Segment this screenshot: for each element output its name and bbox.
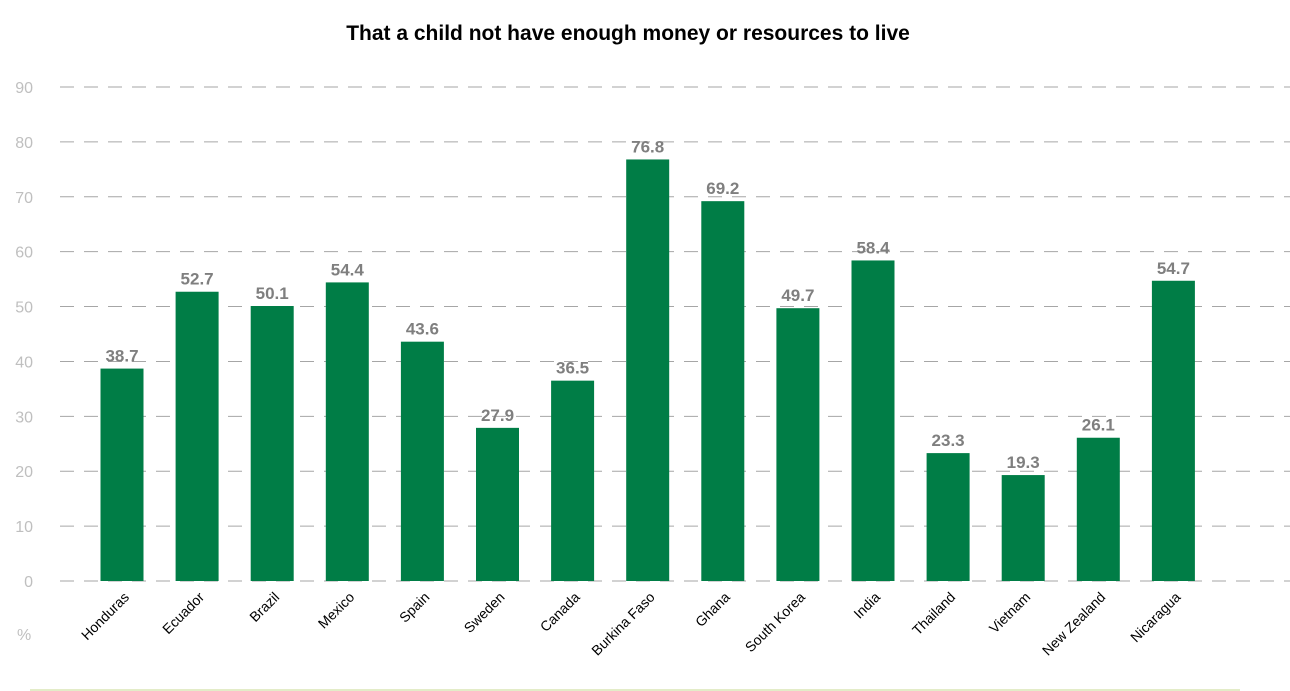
bar: [551, 380, 595, 581]
x-tick-label: New Zealand: [1039, 589, 1109, 659]
data-label: 54.7: [1157, 259, 1190, 278]
y-tick-label: 60: [15, 245, 33, 262]
bar: [926, 453, 970, 581]
y-tick-label: 20: [15, 464, 33, 481]
bar: [1151, 280, 1195, 581]
data-label: 27.9: [481, 406, 514, 425]
x-tick-label: Canada: [537, 589, 583, 635]
bar: [701, 201, 745, 581]
bar: [476, 427, 519, 581]
bar: [400, 341, 444, 581]
chart-title: That a child not have enough money or re…: [346, 22, 910, 45]
data-label: 19.3: [1007, 453, 1040, 472]
x-tick-label: Thailand: [909, 589, 958, 638]
data-label: 76.8: [631, 137, 664, 156]
bar: [851, 260, 895, 581]
bar: [776, 308, 820, 581]
bar: [100, 368, 144, 581]
y-tick-label: 30: [15, 409, 33, 426]
data-label: 58.4: [856, 238, 890, 257]
y-tick-label: 50: [15, 300, 33, 317]
x-tick-label: South Korea: [742, 589, 809, 656]
data-label: 36.5: [556, 359, 589, 378]
x-tick-label: Sweden: [461, 589, 508, 636]
data-label: 54.4: [331, 260, 365, 279]
y-tick-label: 0: [24, 574, 33, 591]
x-tick-label: Brazil: [246, 589, 282, 625]
x-tick-label: Ecuador: [159, 589, 207, 637]
bar: [1076, 437, 1120, 581]
y-tick-label: 70: [15, 190, 33, 207]
x-axis-ticks: Honduras Ecuador Brazil Mexico Spain Sweden Ca…: [78, 589, 1184, 659]
y-axis-ticks: 0 10 20 30 40 50 60 70 80 90: [15, 80, 33, 591]
data-label: 26.1: [1082, 416, 1115, 435]
y-tick-label: 80: [15, 135, 33, 152]
data-label: 52.7: [181, 270, 214, 289]
y-tick-label: 40: [15, 354, 33, 371]
bar: [325, 282, 369, 581]
y-axis-label: %: [17, 627, 31, 644]
x-tick-label: Vietnam: [986, 589, 1033, 636]
y-tick-label: 10: [15, 519, 33, 536]
data-label: 23.3: [932, 431, 965, 450]
data-label: 69.2: [706, 179, 739, 198]
data-label: 43.6: [406, 320, 439, 339]
data-label: 49.7: [781, 286, 814, 305]
data-label: 50.1: [256, 284, 289, 303]
data-label: 38.7: [105, 347, 138, 366]
bar: [250, 306, 294, 581]
x-tick-label: Spain: [396, 589, 433, 626]
data-labels: 38.7 52.7 50.1 54.4 43.6 27.9 36.5 76.8 69.2 49.7…: [105, 137, 1189, 472]
x-tick-label: Ghana: [692, 589, 733, 630]
bar: [175, 291, 219, 581]
bar: [1001, 475, 1045, 581]
x-tick-label: Honduras: [78, 589, 132, 643]
x-tick-label: India: [850, 589, 883, 622]
bar: [626, 159, 670, 581]
y-tick-label: 90: [15, 80, 33, 97]
x-tick-label: Burkina Faso: [588, 589, 658, 659]
bars: [100, 159, 1195, 581]
x-tick-label: Nicaragua: [1127, 589, 1184, 646]
x-tick-label: Mexico: [315, 589, 358, 632]
